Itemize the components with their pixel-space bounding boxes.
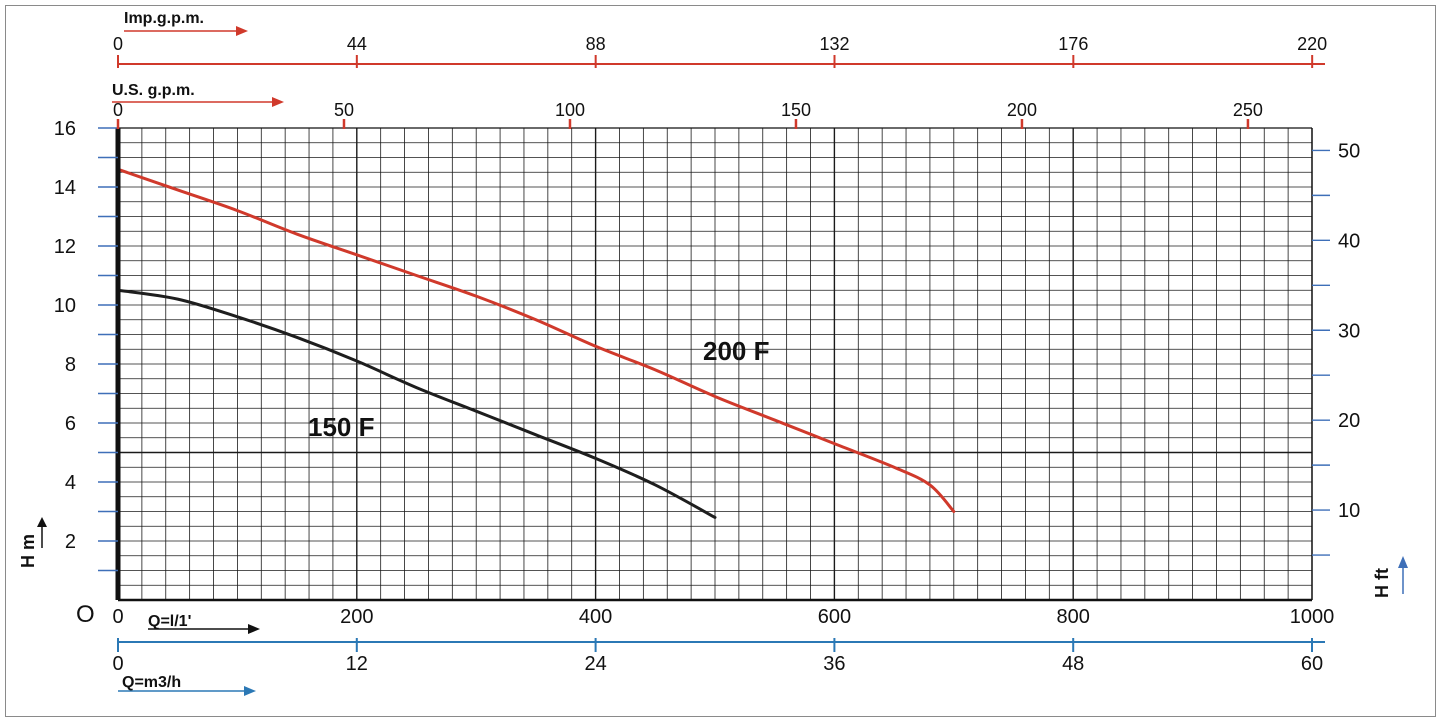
y-tick-label: 12 xyxy=(54,236,76,258)
y-tick-label: 16 xyxy=(54,118,76,140)
imp-gpm-tick-label: 44 xyxy=(347,34,367,54)
us-gpm-tick-label: 100 xyxy=(555,100,585,120)
m3h-arrowhead xyxy=(244,686,256,696)
y-tick-label: 8 xyxy=(65,354,76,376)
m3h-tick-label: 0 xyxy=(112,653,123,675)
us-gpm-arrowhead xyxy=(272,97,284,107)
x-tick-label: 1000 xyxy=(1290,606,1335,628)
curve-200F xyxy=(116,167,956,513)
ft-tick-label: 40 xyxy=(1338,230,1360,252)
ft-tick-label: 20 xyxy=(1338,410,1360,432)
series-label-200F: 200 F xyxy=(703,336,770,366)
imp-gpm-tick-label: 132 xyxy=(819,34,849,54)
y-axis-arrowhead xyxy=(37,517,47,527)
imp-gpm-tick-label: 0 xyxy=(113,34,123,54)
y-tick-label: 2 xyxy=(65,531,76,553)
ft-axis-label: H ft xyxy=(1372,568,1392,598)
x-tick-label: 600 xyxy=(818,606,851,628)
us-gpm-label: U.S. g.p.m. xyxy=(112,82,195,99)
us-gpm-tick-label: 0 xyxy=(113,100,123,120)
y-axis-label: H m xyxy=(18,534,38,568)
chart-frame xyxy=(5,5,1436,717)
y-tick-label: 6 xyxy=(65,413,76,435)
x-tick-label: 0 xyxy=(112,606,123,628)
us-gpm-tick-label: 150 xyxy=(781,100,811,120)
series-label-150F: 150 F xyxy=(308,412,375,442)
m3h-tick-label: 36 xyxy=(823,653,845,675)
ft-tick-label: 30 xyxy=(1338,320,1360,342)
x-tick-label: 400 xyxy=(579,606,612,628)
m3h-tick-label: 12 xyxy=(346,653,368,675)
curve-150F xyxy=(116,288,717,519)
ft-tick-label: 50 xyxy=(1338,140,1360,162)
y-tick-label: 4 xyxy=(65,472,76,494)
us-gpm-tick-label: 200 xyxy=(1007,100,1037,120)
imp-gpm-tick-label: 176 xyxy=(1058,34,1088,54)
ft-tick-label: 10 xyxy=(1338,500,1360,522)
y-tick-label: 14 xyxy=(54,177,76,199)
origin-label: O xyxy=(76,601,95,628)
imp-gpm-label: Imp.g.p.m. xyxy=(124,10,204,27)
ft-axis-arrowhead xyxy=(1398,556,1408,568)
m3h-tick-label: 24 xyxy=(584,653,606,675)
y-tick-label: 10 xyxy=(54,295,76,317)
m3h-tick-label: 48 xyxy=(1062,653,1084,675)
x-tick-label: 200 xyxy=(340,606,373,628)
grid xyxy=(117,127,1313,601)
imp-gpm-arrowhead xyxy=(236,26,248,36)
imp-gpm-tick-label: 220 xyxy=(1297,34,1327,54)
us-gpm-tick-label: 50 xyxy=(334,100,354,120)
x-axis-label: Q=l/1' xyxy=(148,613,191,630)
x-axis-arrowhead xyxy=(248,624,260,634)
curves xyxy=(116,167,956,519)
m3h-label: Q=m3/h xyxy=(122,674,181,691)
us-gpm-tick-label: 250 xyxy=(1233,100,1263,120)
x-tick-label: 800 xyxy=(1057,606,1090,628)
m3h-tick-label: 60 xyxy=(1301,653,1323,675)
imp-gpm-tick-label: 88 xyxy=(586,34,606,54)
